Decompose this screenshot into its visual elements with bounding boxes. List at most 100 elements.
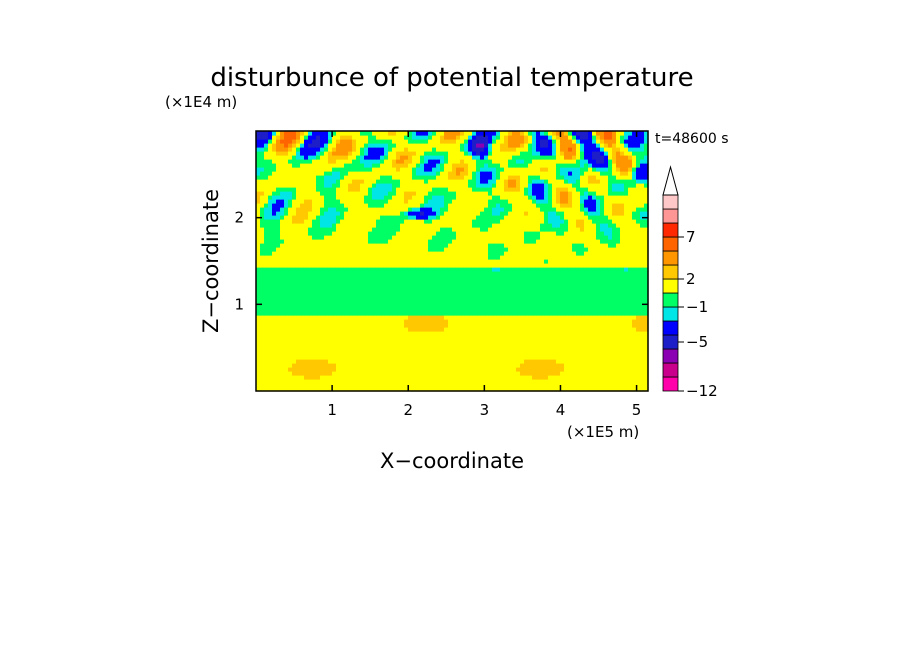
- contour-cell: [440, 223, 445, 228]
- contour-cell: [400, 347, 405, 352]
- contour-cell: [464, 343, 469, 348]
- contour-cell: [572, 235, 577, 240]
- contour-cell: [372, 331, 377, 336]
- contour-cell: [368, 363, 373, 368]
- contour-cell: [428, 363, 433, 368]
- contour-cell: [432, 211, 437, 216]
- contour-cell: [420, 363, 425, 368]
- contour-cell: [424, 227, 429, 232]
- contour-cell: [548, 235, 553, 240]
- contour-cell: [392, 215, 397, 220]
- contour-cell: [288, 223, 293, 228]
- contour-cell: [364, 319, 369, 324]
- contour-cell: [396, 355, 401, 360]
- contour-cell: [484, 299, 489, 304]
- contour-cell: [468, 303, 473, 308]
- contour-cell: [636, 219, 641, 224]
- contour-cell: [528, 259, 533, 264]
- contour-cell: [284, 351, 289, 356]
- contour-cell: [336, 219, 341, 224]
- contour-cell: [644, 255, 649, 260]
- contour-cell: [384, 235, 389, 240]
- contour-cell: [540, 327, 545, 332]
- contour-cell: [384, 379, 389, 384]
- contour-cell: [372, 259, 377, 264]
- contour-cell: [412, 283, 417, 288]
- contour-cell: [332, 299, 337, 304]
- contour-cell: [312, 375, 317, 380]
- contour-cell: [524, 327, 529, 332]
- contour-cell: [408, 331, 413, 336]
- contour-cell: [400, 231, 405, 236]
- contour-cell: [292, 215, 297, 220]
- contour-cell: [400, 247, 405, 252]
- contour-cell: [436, 199, 441, 204]
- contour-cell: [460, 231, 465, 236]
- contour-cell: [404, 279, 409, 284]
- contour-cell: [616, 375, 621, 380]
- contour-cell: [444, 315, 449, 320]
- contour-cell: [552, 347, 557, 352]
- contour-cell: [256, 299, 261, 304]
- contour-cell: [636, 351, 641, 356]
- contour-cell: [484, 347, 489, 352]
- contour-cell: [596, 303, 601, 308]
- contour-cell: [628, 303, 633, 308]
- contour-cell: [376, 379, 381, 384]
- contour-cell: [308, 279, 313, 284]
- contour-cell: [508, 207, 513, 212]
- contour-cell: [540, 283, 545, 288]
- contour-cell: [492, 247, 497, 252]
- contour-cell: [460, 351, 465, 356]
- contour-cell: [544, 275, 549, 280]
- contour-cell: [464, 187, 469, 192]
- contour-cell: [324, 339, 329, 344]
- contour-cell: [596, 275, 601, 280]
- contour-cell: [416, 383, 421, 388]
- contour-cell: [604, 243, 609, 248]
- contour-cell: [612, 259, 617, 264]
- contour-cell: [592, 275, 597, 280]
- contour-cell: [404, 239, 409, 244]
- contour-cell: [636, 363, 641, 368]
- contour-cell: [616, 255, 621, 260]
- contour-cell: [588, 215, 593, 220]
- contour-cell: [372, 375, 377, 380]
- contour-cell: [532, 387, 537, 392]
- contour-cell: [332, 275, 337, 280]
- contour-cell: [628, 239, 633, 244]
- contour-cell: [484, 223, 489, 228]
- contour-cell: [560, 355, 565, 360]
- contour-cell: [560, 319, 565, 324]
- contour-cell: [288, 283, 293, 288]
- contour-cell: [296, 307, 301, 312]
- contour-cell: [368, 275, 373, 280]
- contour-cell: [364, 263, 369, 268]
- contour-cell: [528, 275, 533, 280]
- contour-cell: [444, 231, 449, 236]
- contour-cell: [428, 283, 433, 288]
- contour-cell: [540, 383, 545, 388]
- contour-cell: [556, 303, 561, 308]
- contour-cell: [264, 267, 269, 272]
- contour-cell: [312, 295, 317, 300]
- contour-cell: [444, 255, 449, 260]
- contour-cell: [564, 271, 569, 276]
- contour-cell: [608, 287, 613, 292]
- contour-cell: [328, 387, 333, 392]
- contour-cell: [520, 275, 525, 280]
- contour-cell: [504, 219, 509, 224]
- contour-cell: [632, 355, 637, 360]
- contour-cell: [384, 247, 389, 252]
- contour-cell: [292, 315, 297, 320]
- contour-cell: [516, 283, 521, 288]
- contour-cell: [300, 335, 305, 340]
- contour-cell: [504, 203, 509, 208]
- contour-cell: [564, 335, 569, 340]
- contour-cell: [612, 263, 617, 268]
- contour-cell: [388, 247, 393, 252]
- contour-cell: [464, 227, 469, 232]
- contour-cell: [352, 387, 357, 392]
- contour-cell: [460, 295, 465, 300]
- contour-cell: [260, 259, 265, 264]
